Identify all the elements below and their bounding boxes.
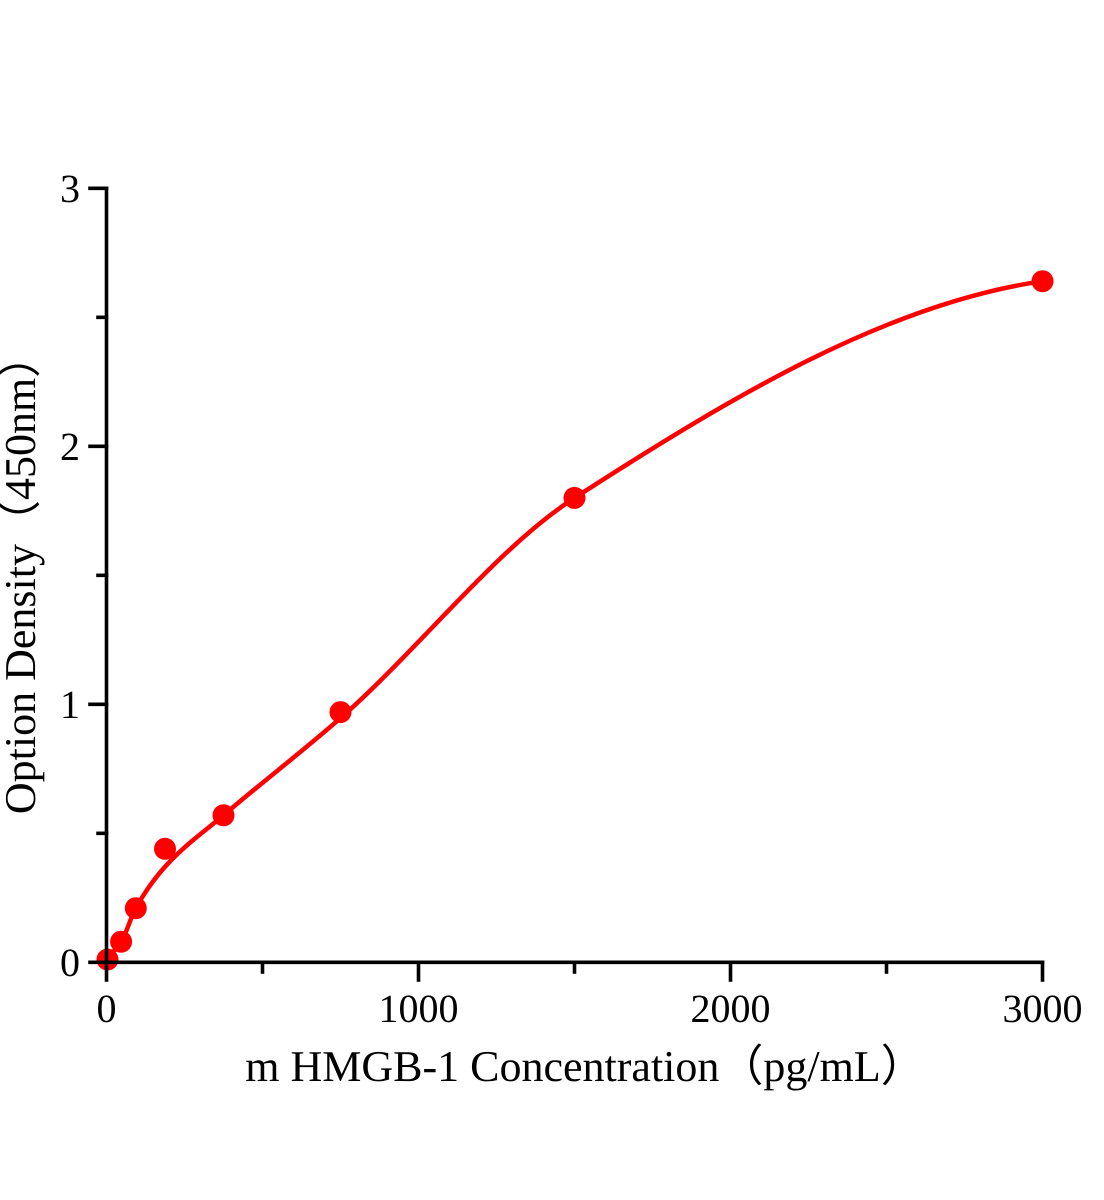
svg-text:m HMGB-1 Concentration（pg/mL）: m HMGB-1 Concentration（pg/mL） — [245, 1042, 925, 1091]
svg-text:Option Density（450nm）: Option Density（450nm） — [0, 334, 45, 814]
svg-text:2000: 2000 — [691, 986, 771, 1031]
svg-text:1: 1 — [60, 682, 80, 727]
svg-text:1000: 1000 — [379, 986, 459, 1031]
svg-text:3: 3 — [60, 166, 80, 211]
svg-text:3000: 3000 — [1003, 986, 1083, 1031]
svg-text:2: 2 — [60, 424, 80, 469]
svg-text:0: 0 — [60, 940, 80, 985]
svg-text:0: 0 — [97, 986, 117, 1031]
